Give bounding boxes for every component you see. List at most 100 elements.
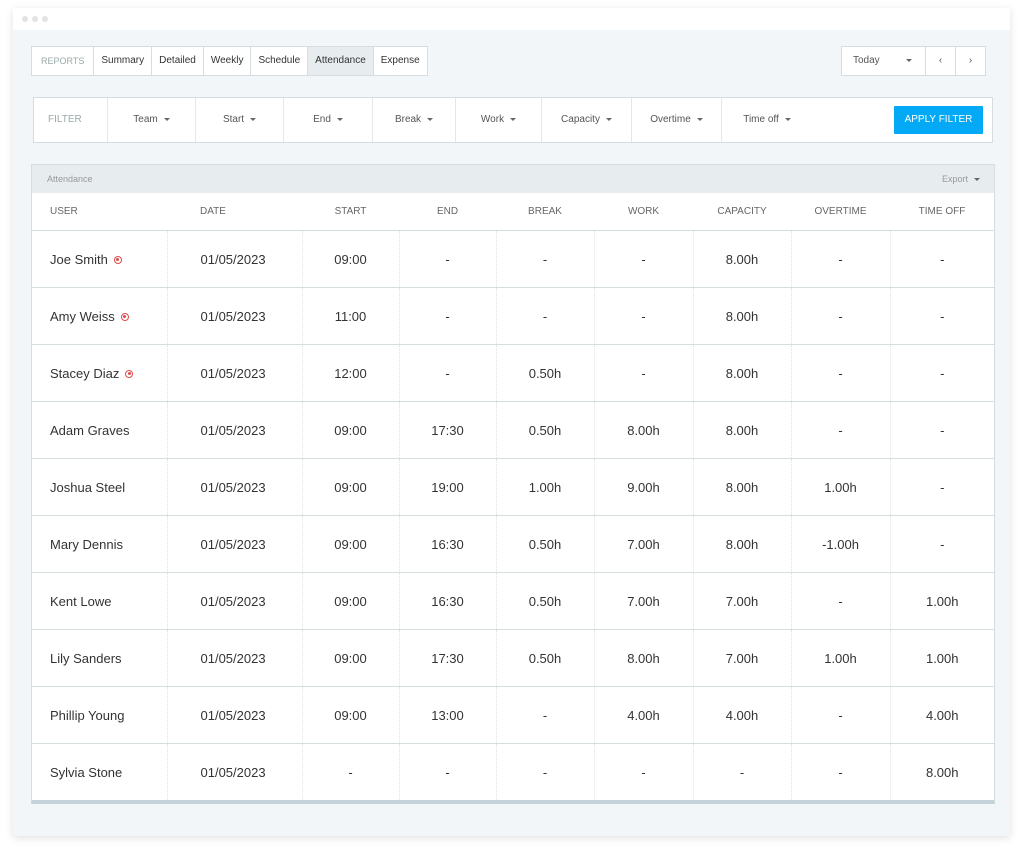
user-name: Amy Weiss [50, 308, 115, 324]
tab[interactable]: Schedule [250, 47, 307, 75]
user-cell: Stacey Diaz [32, 344, 167, 402]
cell-value: 13:00 [431, 707, 464, 723]
user-name: Stacey Diaz [50, 365, 120, 381]
cell: 17:30 [398, 629, 496, 687]
user-cell: Phillip Young [32, 686, 167, 744]
cell: 17:30 [398, 401, 496, 459]
cell: - [790, 401, 890, 459]
filter-dropdown[interactable]: Time off [721, 98, 812, 142]
cell: - [790, 344, 890, 402]
cell: - [593, 743, 693, 800]
apply-filter-button[interactable]: APPLY FILTER [894, 106, 983, 134]
cell-value: - [739, 764, 745, 780]
cell-value: - [940, 308, 945, 324]
cell-value: 09:00 [334, 536, 367, 552]
cell-value: 16:30 [431, 593, 464, 609]
cell-value: 4.00h [925, 707, 959, 723]
cell-value: 01/05/2023 [200, 764, 266, 780]
cell: 16:30 [398, 515, 496, 573]
filter-dropdown[interactable]: End [283, 98, 372, 142]
table-row: Sylvia Stone 01/05/2023 - - - - - - 8.00h [32, 743, 994, 800]
cell-value: 8.00h [725, 479, 759, 495]
window-dot [42, 16, 48, 22]
cell-value: 09:00 [334, 593, 367, 609]
cell: 19:00 [398, 458, 496, 516]
user-name: Adam Graves [50, 422, 130, 438]
table-row: Phillip Young 01/05/2023 09:00 13:00 - 4.00h 4… [32, 686, 994, 744]
cell: 7.00h [692, 572, 791, 630]
filter-dropdown[interactable]: Start [195, 98, 283, 142]
cell-value: - [542, 764, 548, 780]
cell: 09:00 [301, 686, 399, 744]
cell-value: - [542, 707, 548, 723]
tab[interactable]: Attendance [307, 47, 373, 75]
caret [427, 117, 434, 121]
next-button[interactable]: › [955, 47, 985, 75]
cell: 1.00h [790, 629, 890, 687]
title-bar [13, 8, 1010, 30]
cell: 01/05/2023 [166, 344, 302, 402]
cell: 16:30 [398, 572, 496, 630]
cell-value: - [445, 365, 450, 381]
cell-value: 1.00h [528, 479, 562, 495]
cell-value: - [838, 308, 843, 324]
user-cell: Kent Lowe [32, 572, 167, 630]
column-header: DATE [167, 193, 302, 231]
cell-value: 1.00h [925, 593, 959, 609]
cell: 8.00h [593, 629, 693, 687]
export-label: Export [941, 174, 968, 184]
filter-dropdown[interactable]: Overtime [631, 98, 721, 142]
cell-value: 1.00h [824, 479, 857, 495]
filter-name: Start [222, 114, 245, 125]
user-name: Joe Smith [50, 251, 108, 267]
cell: 1.00h [889, 572, 994, 630]
cell-value: 01/05/2023 [200, 536, 266, 552]
tab[interactable]: Weekly [202, 47, 251, 75]
user-name: Sylvia Stone [50, 764, 123, 780]
filter-dropdown[interactable]: Capacity [541, 98, 631, 142]
cell-value: 17:30 [431, 422, 464, 438]
date-select[interactable]: Today [842, 47, 925, 75]
caret [905, 58, 912, 62]
tab[interactable]: Expense [372, 47, 427, 75]
filter-name: Team [133, 114, 158, 125]
filter-dropdown[interactable]: Break [372, 98, 455, 142]
user-cell: Joe Smith [32, 230, 167, 288]
cell-value: 09:00 [334, 479, 367, 495]
cell-value: 12:00 [334, 365, 367, 381]
user-cell: Lily Sanders [32, 629, 167, 687]
cell-value: 17:30 [431, 650, 464, 666]
cell-value: 09:00 [334, 650, 367, 666]
cell-value: 8.00h [725, 251, 759, 267]
cell-value: 8.00h [725, 308, 759, 324]
cell: - [790, 287, 890, 345]
cell: 7.00h [593, 515, 693, 573]
export-button[interactable]: Export [942, 174, 980, 184]
cell-value: - [940, 422, 945, 438]
user-name: Phillip Young [50, 707, 125, 723]
cell: - [495, 686, 594, 744]
cell-value: - [641, 365, 646, 381]
cell: - [889, 344, 994, 402]
cell-value: - [940, 479, 945, 495]
cell: - [790, 743, 890, 800]
tab[interactable]: Detailed [151, 47, 203, 75]
prev-button[interactable]: ‹ [925, 47, 955, 75]
user-cell: Mary Dennis [32, 515, 167, 573]
caret [510, 117, 517, 121]
cell: 0.50h [495, 629, 594, 687]
cell-value: - [445, 308, 450, 324]
caret [250, 117, 257, 121]
cell: 8.00h [692, 230, 791, 288]
filter-dropdown[interactable]: Work [455, 98, 541, 142]
cell: 0.50h [495, 401, 594, 459]
filter-dropdown[interactable]: Team [107, 98, 195, 142]
cell-value: 0.50h [528, 365, 562, 381]
cell: 01/05/2023 [166, 629, 302, 687]
cell-value: - [940, 536, 945, 552]
user-name: Mary Dennis [50, 536, 123, 552]
table-title: Attendance [47, 174, 93, 184]
tab[interactable]: Summary [93, 47, 151, 75]
user-name: Kent Lowe [50, 593, 112, 609]
